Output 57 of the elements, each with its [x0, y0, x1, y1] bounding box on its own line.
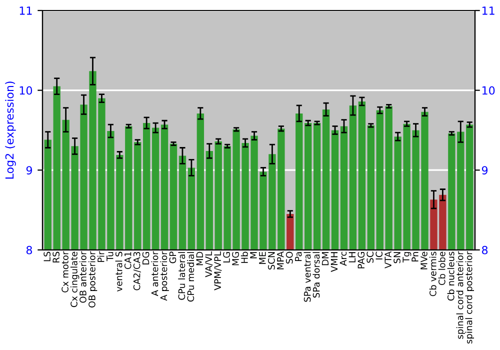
x-tick-label: PAG — [358, 252, 365, 268]
y-tick-label: 11 — [20, 6, 32, 15]
x-tick-label: OB anterior — [79, 251, 86, 303]
x-tick-label: VA/VL — [205, 251, 213, 278]
x-tick-label: CPu medial — [187, 252, 194, 302]
x-tick-label: Tu — [106, 252, 114, 262]
x-tick-label: Cb lobe — [438, 252, 446, 286]
x-tick-label: Tg — [402, 252, 412, 263]
x-tick-label: IC — [376, 252, 383, 260]
x-tick-label: SCN — [268, 252, 275, 270]
x-tick-label: OB posterior — [88, 251, 98, 308]
x-tick-label: A anterior — [151, 251, 158, 296]
x-tick-label: RS — [52, 252, 60, 262]
x-tick-label: DG — [142, 252, 150, 264]
x-tick-label: Cb nucleus — [447, 252, 454, 301]
y2-tick-label: 11 — [482, 6, 494, 15]
x-tick-label: Pn — [412, 252, 418, 262]
x-tick-label: ME — [259, 252, 266, 264]
x-tick-label: M — [250, 252, 257, 258]
y-axis-title: Log2 (expression) — [5, 82, 16, 179]
x-tick-label: SPa dorsal — [312, 252, 320, 298]
x-tick-label: SO — [286, 252, 293, 264]
x-tick-label: Cx cingulate — [70, 252, 80, 308]
y2-tick-label: 8 — [482, 246, 488, 254]
x-tick-label: MG — [232, 252, 239, 266]
x-tick-label: Arc — [340, 252, 347, 266]
y-tick-label: 10 — [20, 86, 32, 95]
x-tick-label: GP — [169, 252, 176, 264]
x-tick-label: Cb vermis — [429, 252, 436, 296]
x-tick-label: MD — [196, 252, 203, 266]
x-tick-label: VTA — [384, 251, 392, 268]
x-tick-label: LH — [348, 252, 356, 262]
x-tick-label: SPa ventral — [304, 252, 311, 302]
x-tick-label: Pa — [295, 252, 302, 261]
x-tick-label: ventral S — [115, 252, 122, 292]
x-tick-label: VPM/VPL — [214, 251, 222, 290]
x-tick-label: CA1 — [124, 252, 132, 270]
x-tick-label: CPu lateral — [178, 252, 186, 300]
x-tick-label: Cx motor — [62, 251, 68, 292]
y2-tick-label: 9 — [482, 166, 488, 174]
x-tick-label: MPA — [277, 251, 284, 270]
x-tick-label: SC — [366, 252, 374, 263]
x-tick-label: MVe — [420, 252, 428, 270]
x-tick-label: LS — [44, 252, 51, 262]
y-tick-label: 9 — [26, 166, 32, 174]
x-tick-label: spinal cord posterior — [465, 251, 474, 344]
x-tick-label: SN — [394, 252, 400, 264]
x-tick-label: VMH — [330, 252, 338, 272]
x-tick-label: spinal cord anterior — [456, 251, 466, 339]
x-tick-label: Hb — [240, 252, 248, 263]
x-tick-label: A posterior — [160, 251, 169, 301]
x-tick-label: CA2/CA3 — [133, 252, 141, 290]
y-tick-label: 8 — [26, 246, 32, 254]
x-tick-label: LG — [223, 252, 230, 262]
x-tick-label: Pir — [97, 251, 104, 262]
y2-tick-label: 10 — [482, 86, 495, 95]
x-tick-label: DM — [322, 252, 329, 266]
